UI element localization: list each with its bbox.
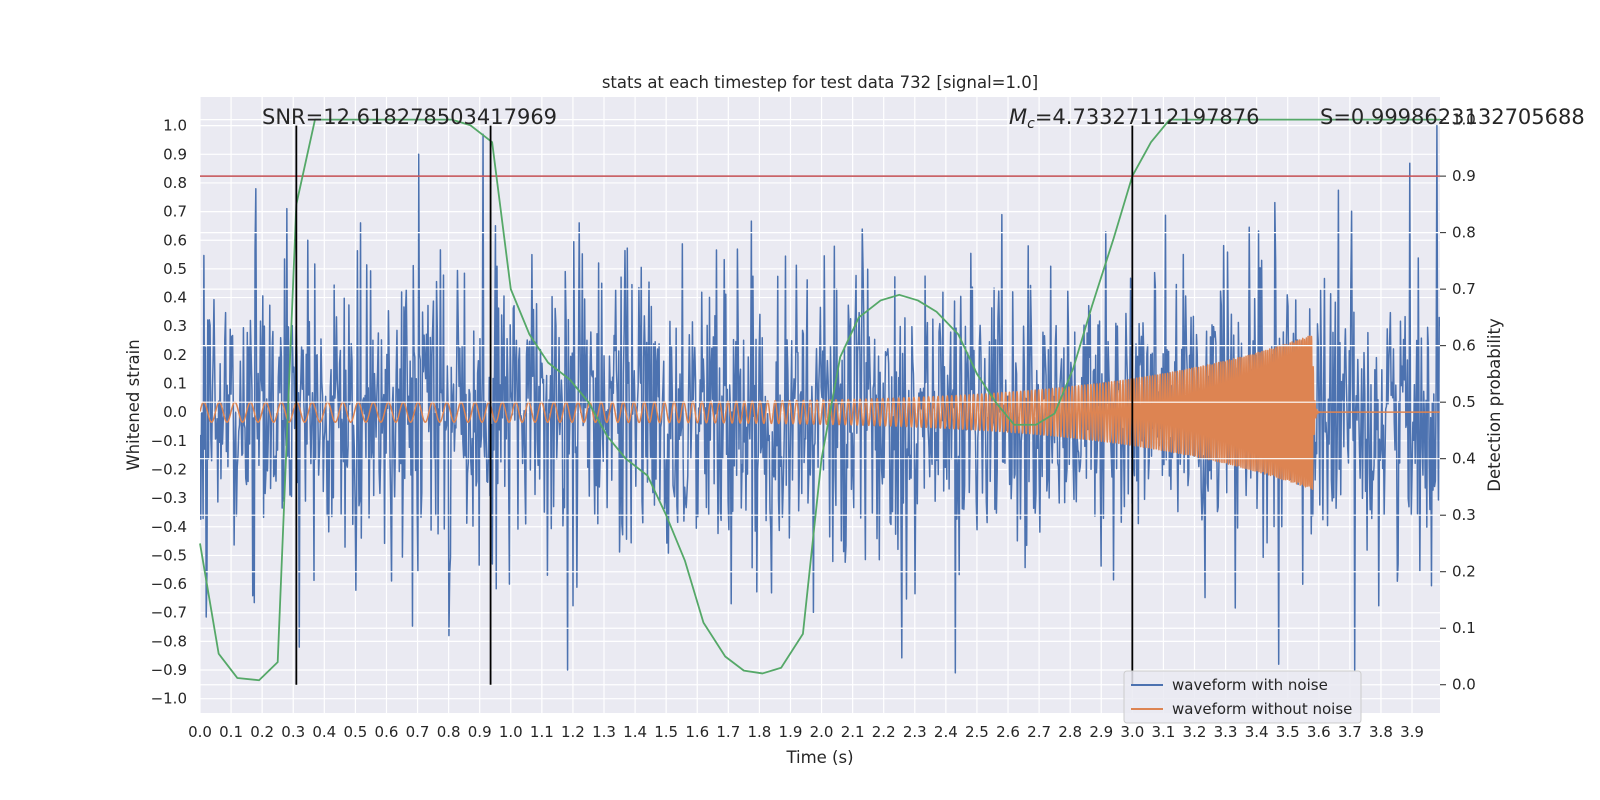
y-left-axis-label: Whitened strain xyxy=(124,339,143,470)
y-right-tick-label: 0.9 xyxy=(1452,167,1476,185)
y-left-tick-label: 0.8 xyxy=(163,174,187,192)
x-tick-label: 3.6 xyxy=(1307,723,1331,741)
chirp-mass-subscript: c xyxy=(1027,116,1035,132)
y-left-tick-label: −0.4 xyxy=(151,518,187,536)
y-left-tick-label: 0.7 xyxy=(163,203,187,221)
x-tick-label: 1.9 xyxy=(779,723,803,741)
x-tick-label: 1.4 xyxy=(623,723,647,741)
y-left-tick-label: −0.1 xyxy=(151,432,187,450)
x-tick-label: 3.9 xyxy=(1400,723,1424,741)
y-right-tick-label: 0.5 xyxy=(1452,393,1476,411)
chart-title: stats at each timestep for test data 732… xyxy=(602,73,1038,92)
x-tick-label: 0.4 xyxy=(312,723,336,741)
y-left-tick-label: −0.3 xyxy=(151,489,187,507)
x-tick-label: 0.5 xyxy=(343,723,367,741)
y-left-tick-label: −0.6 xyxy=(151,575,187,593)
x-tick-label: 2.6 xyxy=(996,723,1020,741)
plot-data xyxy=(200,124,1440,674)
waveform-without-noise-series xyxy=(200,335,1440,491)
x-tick-label: 0.3 xyxy=(281,723,305,741)
x-axis-ticks: 0.0 0.1 0.2 0.3 0.4 0.5 0.6 0.7 0.8 0.9 1.0 1.1 1.2 1… xyxy=(188,723,1424,741)
legend-box xyxy=(1123,670,1362,724)
y-left-axis-ticks: −1.0 −0.9 −0.8 −0.7 −0.6 −0.5 −0.4 −0.3 −0.2 −0.1… xyxy=(151,117,187,708)
x-tick-label: 2.2 xyxy=(872,723,896,741)
x-tick-label: 2.8 xyxy=(1058,723,1082,741)
x-tick-label: 3.5 xyxy=(1276,723,1300,741)
x-tick-label: 0.0 xyxy=(188,723,212,741)
x-axis-label: Time (s) xyxy=(785,748,853,767)
y-right-tick-label: 0.7 xyxy=(1452,280,1476,298)
x-tick-label: 2.0 xyxy=(810,723,834,741)
x-tick-label: 2.4 xyxy=(934,723,958,741)
y-left-tick-label: 0.6 xyxy=(163,231,187,249)
y-left-tick-label: 0.5 xyxy=(163,260,187,278)
chirp-mass-symbol: M xyxy=(1009,105,1027,129)
y-right-tick-label: 1.0 xyxy=(1452,111,1476,129)
x-tick-label: 0.8 xyxy=(437,723,461,741)
x-tick-label: 3.0 xyxy=(1120,723,1144,741)
x-tick-label: 3.8 xyxy=(1369,723,1393,741)
x-tick-label: 1.3 xyxy=(592,723,616,741)
legend: waveform with noise waveform without noi… xyxy=(1123,670,1362,724)
y-left-tick-label: 0.0 xyxy=(163,403,187,421)
x-tick-label: 0.2 xyxy=(250,723,274,741)
statistic-annotation: S=0.9998623132705688 xyxy=(1320,105,1585,129)
x-tick-label: 2.7 xyxy=(1027,723,1051,741)
y-right-tick-label: 0.6 xyxy=(1452,337,1476,355)
x-tick-label: 2.1 xyxy=(841,723,865,741)
x-tick-label: 3.3 xyxy=(1214,723,1238,741)
y-right-axis-ticks: 0.0 0.1 0.2 0.3 0.4 0.5 0.6 0.7 0.8 0.9 1.0 xyxy=(1440,111,1476,694)
x-tick-label: 1.0 xyxy=(499,723,523,741)
y-left-tick-label: −0.8 xyxy=(151,632,187,650)
snr-annotation: SNR=12.618278503417969 xyxy=(262,105,557,129)
y-left-tick-label: −0.7 xyxy=(151,604,187,622)
y-right-tick-label: 0.1 xyxy=(1452,619,1476,637)
x-tick-label: 3.1 xyxy=(1151,723,1175,741)
y-left-tick-label: −0.2 xyxy=(151,460,187,478)
x-tick-label: 1.6 xyxy=(685,723,709,741)
legend-label-waveform-with-noise: waveform with noise xyxy=(1172,676,1328,694)
x-tick-label: 1.7 xyxy=(716,723,740,741)
y-left-tick-label: −0.5 xyxy=(151,546,187,564)
x-tick-label: 0.7 xyxy=(406,723,430,741)
y-left-tick-label: 0.3 xyxy=(163,317,187,335)
y-left-tick-label: 0.4 xyxy=(163,289,187,307)
x-tick-label: 1.5 xyxy=(654,723,678,741)
y-right-tick-label: 0.2 xyxy=(1452,563,1476,581)
y-left-tick-label: 0.2 xyxy=(163,346,187,364)
legend-label-waveform-without-noise: waveform without noise xyxy=(1172,700,1352,718)
y-right-tick-label: 0.0 xyxy=(1452,676,1476,694)
vertical-markers xyxy=(295,125,1134,685)
x-tick-label: 3.4 xyxy=(1245,723,1269,741)
y-right-tick-label: 0.4 xyxy=(1452,450,1476,468)
x-tick-label: 3.7 xyxy=(1338,723,1362,741)
chirp-mass-annotation: Mc=4.73327112197876 xyxy=(1009,105,1260,132)
x-tick-label: 2.5 xyxy=(965,723,989,741)
y-left-tick-label: −0.9 xyxy=(151,661,187,679)
x-tick-label: 3.2 xyxy=(1183,723,1207,741)
y-right-tick-label: 0.8 xyxy=(1452,224,1476,242)
y-right-tick-label: 0.3 xyxy=(1452,506,1476,524)
detection-probability-series xyxy=(199,118,1440,682)
x-tick-label: 2.9 xyxy=(1089,723,1113,741)
y-left-tick-label: 0.1 xyxy=(163,375,187,393)
x-tick-label: 0.6 xyxy=(375,723,399,741)
y-left-tick-label: 0.9 xyxy=(163,145,187,163)
y-right-axis-label: Detection probability xyxy=(1485,318,1504,492)
x-tick-label: 1.1 xyxy=(530,723,554,741)
x-tick-label: 1.8 xyxy=(747,723,771,741)
chirp-mass-value: =4.73327112197876 xyxy=(1035,105,1260,129)
y-left-tick-label: −1.0 xyxy=(151,690,187,708)
x-tick-label: 0.9 xyxy=(468,723,492,741)
y-left-tick-label: 1.0 xyxy=(163,117,187,135)
x-tick-label: 0.1 xyxy=(219,723,243,741)
x-tick-label: 2.3 xyxy=(903,723,927,741)
x-tick-label: 1.2 xyxy=(561,723,585,741)
overlay xyxy=(199,118,1440,685)
